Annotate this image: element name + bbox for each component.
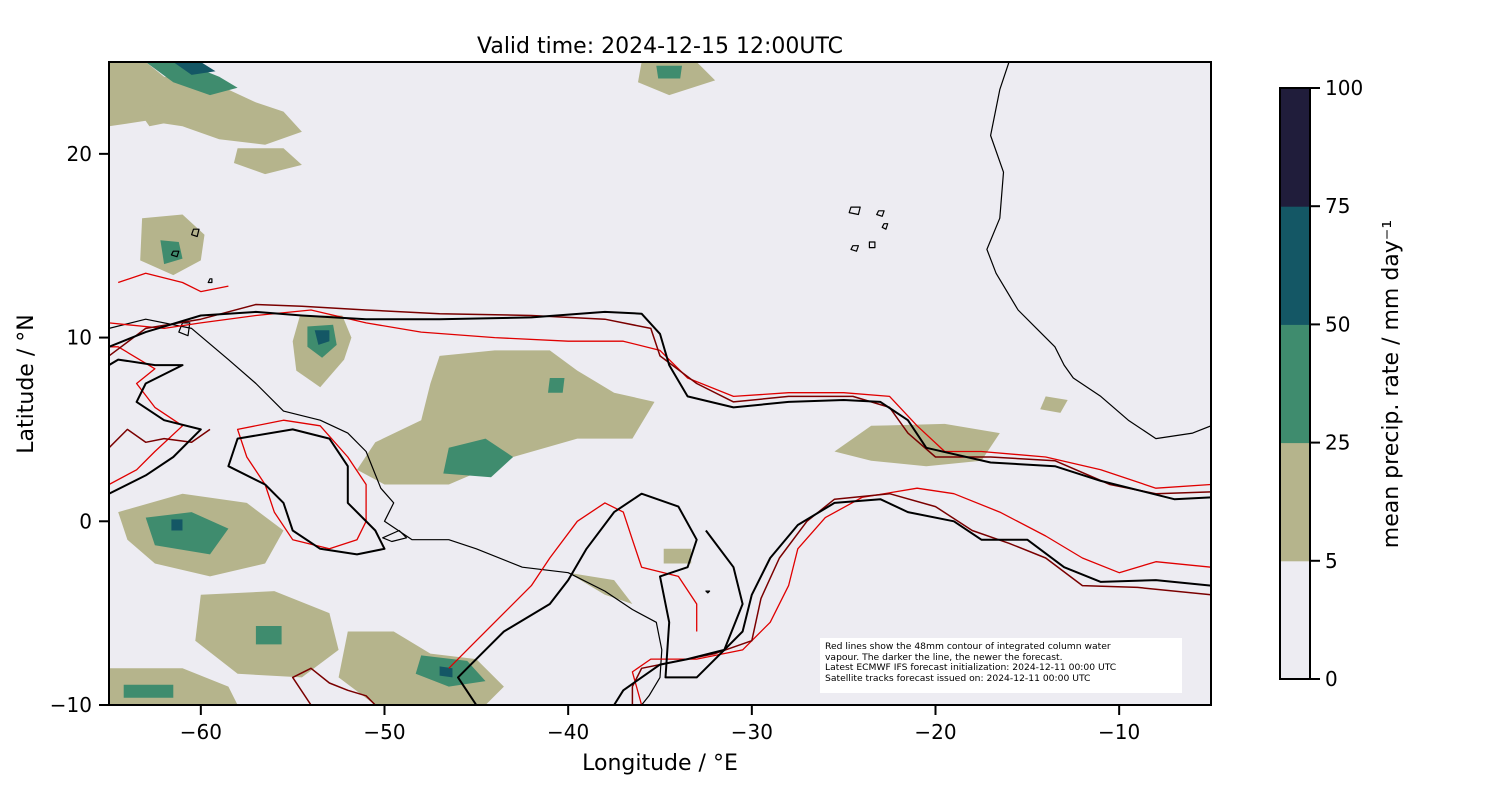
wv-contour-13 [227, 428, 386, 556]
precip-region-10 [357, 350, 655, 485]
x-tick-label: −60 [180, 720, 222, 744]
colorbar-segment-2 [1280, 324, 1310, 444]
x-tick-label: −20 [914, 720, 956, 744]
coastline-1 [986, 62, 1211, 440]
colorbar-segment-1 [1280, 442, 1310, 562]
coastline-11 [881, 223, 889, 230]
forecast-info-box: Red lines show the 48mm contour of integ… [820, 638, 1182, 693]
x-tick-label: −10 [1098, 720, 1140, 744]
y-tick-label: 20 [67, 142, 92, 166]
coastline-4 [170, 250, 180, 258]
wv-contour-12 [109, 358, 202, 495]
wv-contour-11 [613, 498, 1211, 705]
coastline-9 [868, 241, 876, 249]
coastline-6 [178, 322, 191, 337]
coastline-10 [850, 245, 860, 252]
precip-region-4 [233, 148, 302, 175]
colorbar-segment-4 [1280, 88, 1310, 207]
colorbar-segment-3 [1280, 206, 1310, 325]
colorbar-tick-label: 100 [1325, 76, 1363, 100]
x-tick-label: −30 [731, 720, 773, 744]
colorbar-tick-label: 25 [1325, 431, 1350, 455]
precip-region-28 [1040, 396, 1068, 413]
colorbar-segments [1280, 88, 1310, 680]
colorbar-tick-label: 5 [1325, 549, 1338, 573]
precip-layer [109, 62, 1068, 705]
map-frame [108, 61, 1212, 706]
x-axis-ticks: −60 −50 −40 −30 −20 −10 [180, 705, 1140, 744]
precip-region-6 [160, 240, 183, 265]
precip-region-1 [145, 62, 238, 96]
coastline-12 [705, 590, 711, 594]
colorbar-segment-0 [1280, 560, 1310, 680]
y-tick-label: 10 [67, 326, 92, 350]
colorbar-tick-label: 75 [1325, 194, 1350, 218]
coastline-layer [109, 62, 1211, 705]
x-tick-label: −40 [547, 720, 589, 744]
map-title: Valid time: 2024-12-15 12:00UTC [477, 34, 843, 59]
colorbar-tick-label: 50 [1325, 312, 1350, 336]
precip-region-15 [145, 512, 229, 555]
colorbar-frame [1279, 87, 1311, 680]
colorbar-tick-label: 0 [1325, 667, 1338, 691]
precip-region-11 [443, 438, 514, 478]
precip-region-18 [255, 626, 282, 645]
colorbar-ticks: 0 5 25 50 75 100 [1310, 76, 1363, 691]
precip-region-12 [548, 378, 565, 393]
wv-contour-6 [109, 303, 1211, 495]
precip-region-0 [109, 62, 302, 145]
wv-contour-8 [109, 428, 211, 449]
wv-contour-3 [117, 272, 229, 293]
wv-contour-4 [448, 502, 698, 669]
wv-contour-9 [291, 667, 376, 705]
y-tick-label: −10 [50, 693, 92, 717]
map-layers [109, 62, 1211, 705]
coastline-8 [876, 210, 885, 217]
info-line-1: Red lines show the 48mm contour of integ… [825, 641, 1111, 652]
colorbar: 0 5 25 50 75 100 mean precip. rate / mm day⁻¹ [1279, 76, 1404, 691]
precip-region-3 [136, 104, 177, 127]
coastline-7 [848, 206, 861, 216]
wv-contour-5 [109, 346, 184, 486]
y-tick-label: 0 [79, 509, 92, 533]
y-axis-ticks: −10 0 10 20 [50, 142, 109, 717]
precip-region-2 [173, 62, 216, 75]
wv-contour-0 [109, 309, 1211, 489]
precip-region-25 [656, 65, 682, 79]
precip-region-23 [123, 684, 174, 698]
info-line-4: Satellite tracks forecast issued on: 202… [825, 672, 1091, 684]
precip-region-16 [171, 519, 183, 531]
info-line-3: Latest ECMWF IFS forecast initialization… [825, 662, 1117, 674]
x-axis-label: Longitude / °E [582, 751, 738, 776]
map-background [109, 62, 1211, 705]
info-line-2: vapour. The darker the line, the newer t… [825, 651, 1063, 663]
precip-region-21 [439, 666, 453, 678]
precip-region-9 [314, 330, 330, 345]
coastline-2 [382, 529, 408, 543]
wv-contour-10 [109, 310, 1211, 501]
precip-region-26 [663, 548, 692, 564]
y-axis-label: Latitude / °N [14, 314, 39, 453]
wv-contour-14 [457, 492, 744, 705]
water-vapour-contour-layer [109, 272, 1211, 705]
coastline-5 [207, 278, 213, 284]
colorbar-label: mean precip. rate / mm day⁻¹ [1379, 220, 1404, 548]
coastline-3 [191, 228, 200, 238]
x-tick-label: −50 [363, 720, 405, 744]
